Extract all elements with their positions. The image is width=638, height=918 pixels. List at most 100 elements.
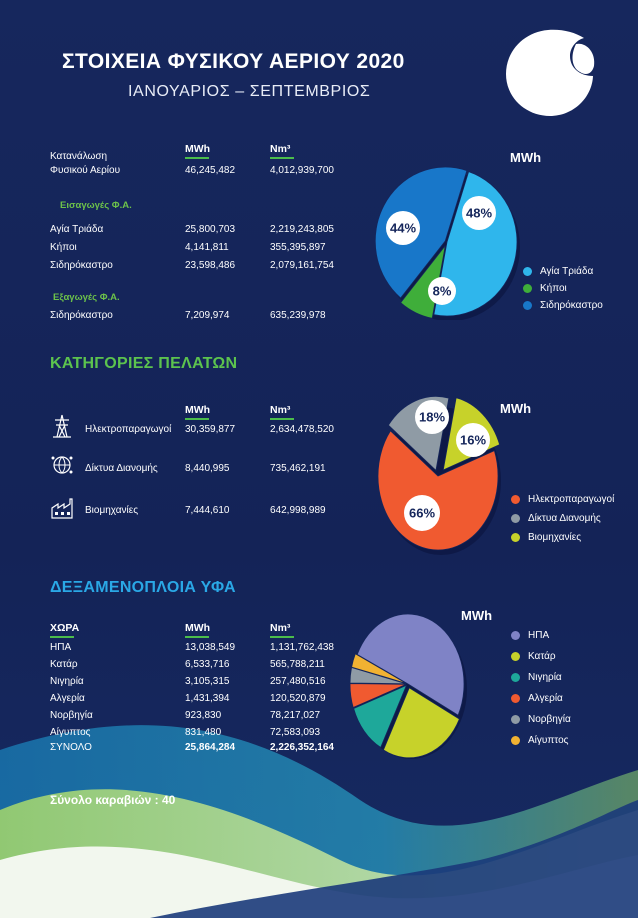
consumption-nm3: 4,012,939,700 xyxy=(270,165,334,176)
pie-label-bubble xyxy=(386,211,420,245)
lng-nm3: 1,131,762,438 xyxy=(270,642,334,653)
nm3-column-header: Nm³ xyxy=(270,143,294,159)
mwh-column-header: MWh xyxy=(185,143,210,159)
company-logo-icon xyxy=(506,29,595,116)
legend-label: Κήποι xyxy=(540,283,567,294)
legend-item: Αγία Τριάδα xyxy=(523,266,603,277)
pie2-legend: Ηλεκτροπαραγωγοί Δίκτυα Διανομής Βιομηχα… xyxy=(511,494,614,543)
legend-label: Ηλεκτροπαραγωγοί xyxy=(528,494,615,505)
lng-nm3: 120,520,879 xyxy=(270,693,326,704)
import-name: Αγία Τριάδα xyxy=(50,224,104,235)
legend-item: Βιομηχανίες xyxy=(511,532,614,543)
customer-name: Ηλεκτροπαραγωγοί xyxy=(85,424,172,435)
customer-nm3: 2,634,478,520 xyxy=(270,424,334,435)
legend-swatch xyxy=(511,631,520,640)
legend-label: Σιδηρόκαστρο xyxy=(540,300,603,311)
lng-mwh: 6,533,716 xyxy=(185,659,230,670)
pie-label-bubble xyxy=(415,400,449,434)
lng-section-title: ΔΕΞΑΜΕΝΟΠΛΟΙΑ ΥΦΑ xyxy=(50,579,236,596)
page-title: ΣΤΟΙΧΕΙΑ ΦΥΣΙΚΟΥ ΑΕΡΙΟΥ 2020 xyxy=(62,50,405,73)
pie-slice-1 xyxy=(433,171,518,317)
customers-section-title: ΚΑΤΗΓΟΡΙΕΣ ΠΕΛΑΤΩΝ xyxy=(50,355,238,372)
pie-slice-4 xyxy=(350,683,407,709)
pie-data-label: 44% xyxy=(390,221,416,236)
legend-swatch xyxy=(511,736,520,745)
customer-name: Δίκτυα Διανομής xyxy=(85,463,158,474)
import-nm3: 2,079,161,754 xyxy=(270,260,334,271)
country-column-header: ΧΩΡΑ xyxy=(50,622,79,638)
lng-nm3: 72,583,093 xyxy=(270,727,321,738)
import-mwh: 25,800,703 xyxy=(185,224,236,235)
pie-data-label: 8% xyxy=(433,284,452,299)
lng-country: ΗΠΑ xyxy=(50,642,72,653)
customer-nm3: 735,462,191 xyxy=(270,463,326,474)
lng-total-nm3: 2,226,352,164 xyxy=(270,742,334,753)
legend-item: Κήποι xyxy=(523,283,603,294)
network-globe-icon xyxy=(51,456,73,474)
pie-slice-1 xyxy=(356,613,465,716)
export-name: Σιδηρόκαστρο xyxy=(50,310,113,321)
consumption-mwh: 46,245,482 xyxy=(185,165,236,176)
legend-item: Ηλεκτροπαραγωγοί xyxy=(511,494,614,505)
legend-swatch xyxy=(511,715,520,724)
lng-nm3: 78,217,027 xyxy=(270,710,321,721)
export-mwh: 7,209,974 xyxy=(185,310,230,321)
legend-item: Σιδηρόκαστρο xyxy=(523,300,603,311)
imports-pie-chart: 48% 8% 44% xyxy=(374,166,520,320)
factory-icon xyxy=(51,498,73,519)
legend-item: Κατάρ xyxy=(511,651,571,662)
pie-data-label: 16% xyxy=(460,433,486,448)
legend-item: Νιγηρία xyxy=(511,672,571,683)
legend-swatch xyxy=(523,301,532,310)
lng-country: Νορβηγία xyxy=(50,710,93,721)
pie-label-bubble xyxy=(428,277,456,305)
customer-mwh: 8,440,995 xyxy=(185,463,230,474)
imports-heading: Εισαγωγές Φ.Α. xyxy=(60,200,132,211)
lng-mwh: 1,431,394 xyxy=(185,693,230,704)
import-nm3: 355,395,897 xyxy=(270,242,326,253)
legend-swatch xyxy=(511,694,520,703)
legend-item: Νορβηγία xyxy=(511,714,571,725)
ships-total: Σύνολο καραβιών : 40 xyxy=(50,793,176,807)
pie-data-label: 66% xyxy=(409,506,435,521)
legend-label: Δίκτυα Διανομής xyxy=(528,513,601,524)
import-name: Σιδηρόκαστρο xyxy=(50,260,113,271)
customer-name: Βιομηχανίες xyxy=(85,505,139,516)
lng-country: Αλγερία xyxy=(50,693,85,704)
import-mwh: 23,598,486 xyxy=(185,260,236,271)
legend-swatch xyxy=(511,514,520,523)
pie-label-bubble xyxy=(456,423,490,457)
decorative-waves xyxy=(0,725,638,918)
legend-label: Αίγυπτος xyxy=(528,735,569,746)
pie-slice-6 xyxy=(351,653,407,684)
lng-country: Νιγηρία xyxy=(50,676,84,687)
consumption-label-1: Κατανάλωση xyxy=(50,151,108,162)
mwh-column-header: MWh xyxy=(185,404,210,420)
legend-label: Νορβηγία xyxy=(528,714,571,725)
legend-label: Αλγερία xyxy=(528,693,563,704)
lng-pie-chart xyxy=(350,613,467,759)
legend-label: ΗΠΑ xyxy=(528,630,550,641)
pie-label-bubble xyxy=(404,495,440,531)
legend-label: Βιομηχανίες xyxy=(528,532,582,543)
legend-item: ΗΠΑ xyxy=(511,630,571,641)
pie1-legend: Αγία Τριάδα Κήποι Σιδηρόκαστρο xyxy=(523,266,603,311)
pie-slice-3 xyxy=(374,166,468,299)
pie-data-label: 48% xyxy=(466,206,492,221)
pie-data-label: 18% xyxy=(419,410,445,425)
legend-swatch xyxy=(523,284,532,293)
legend-label: Αγία Τριάδα xyxy=(540,266,594,277)
legend-swatch xyxy=(511,533,520,542)
pie3-legend: ΗΠΑ Κατάρ Νιγηρία Αλγερία Νορβηγία Αίγυπ… xyxy=(511,630,571,746)
customer-mwh: 7,444,610 xyxy=(185,505,230,516)
customer-mwh: 30,359,877 xyxy=(185,424,236,435)
pie-slice-3 xyxy=(353,684,408,749)
customers-pie-chart: 66% 18% 16% xyxy=(377,395,501,555)
legend-label: Νιγηρία xyxy=(528,672,562,683)
lng-mwh: 3,105,315 xyxy=(185,676,230,687)
consumption-label-2: Φυσικού Αερίου xyxy=(50,165,121,176)
mwh-column-header: MWh xyxy=(185,622,210,638)
lng-nm3: 257,480,516 xyxy=(270,676,326,687)
pie-label-bubble xyxy=(462,196,496,230)
